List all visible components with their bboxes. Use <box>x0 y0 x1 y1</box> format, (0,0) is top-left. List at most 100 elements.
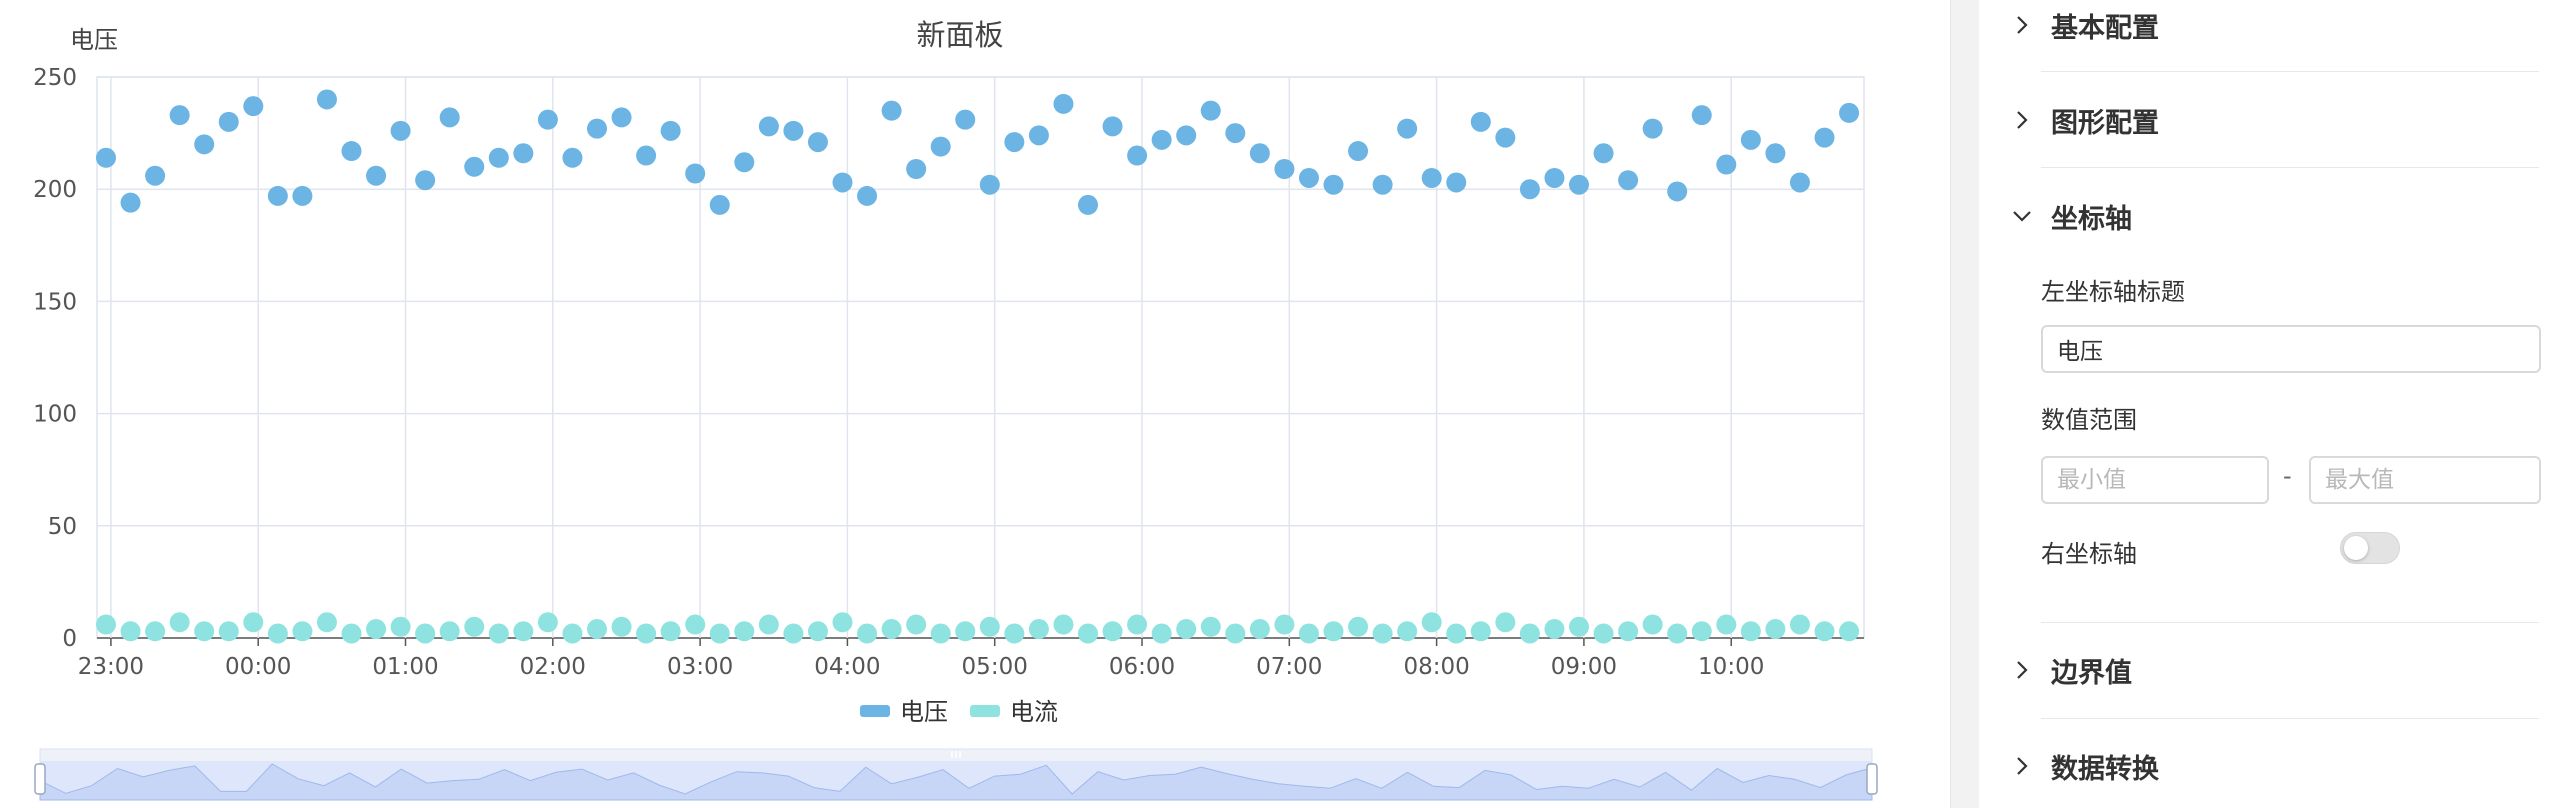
current-point <box>1593 623 1614 644</box>
voltage-point <box>881 100 902 121</box>
current-point <box>955 621 976 642</box>
left-axis-title-input[interactable] <box>2041 325 2541 373</box>
current-point <box>1028 619 1049 640</box>
chevron-right-icon <box>2017 757 2028 775</box>
current-point <box>194 621 215 642</box>
voltage-point <box>1200 100 1221 121</box>
voltage-point <box>1765 143 1786 164</box>
voltage-point <box>415 170 436 191</box>
current-point <box>1544 619 1565 640</box>
voltage-point <box>1225 123 1246 144</box>
voltage-point <box>194 134 215 155</box>
voltage-point <box>685 163 706 184</box>
voltage-point <box>906 159 927 180</box>
voltage-point <box>709 194 730 215</box>
voltage-point <box>1667 181 1688 202</box>
voltage-point <box>218 111 239 132</box>
chevron-right-icon <box>2017 661 2028 679</box>
section-data-transform[interactable]: 数据转换 <box>2009 741 2539 791</box>
current-point <box>1397 621 1418 642</box>
voltage-point <box>1421 167 1442 188</box>
voltage-point <box>1397 118 1418 139</box>
voltage-point <box>1446 172 1467 193</box>
current-point <box>1470 621 1491 642</box>
current-point <box>807 621 828 642</box>
current-point <box>1691 621 1712 642</box>
voltage-point <box>832 172 853 193</box>
right-axis-toggle[interactable] <box>2340 532 2400 564</box>
left-axis-title-label: 左坐标轴标题 <box>2041 278 2185 306</box>
current-point <box>1789 614 1810 635</box>
current-point <box>1519 623 1540 644</box>
current-point <box>832 612 853 633</box>
zoom-handle-right[interactable] <box>1866 763 1878 795</box>
current-point <box>881 619 902 640</box>
current-point <box>1225 623 1246 644</box>
voltage-point <box>145 165 166 186</box>
y-tick-label: 200 <box>33 177 77 203</box>
y-tick-label: 250 <box>33 65 77 91</box>
current-point <box>292 621 313 642</box>
x-tick-label: 10:00 <box>1698 654 1764 680</box>
value-range-label: 数值范围 <box>2041 406 2137 434</box>
current-point <box>1249 619 1270 640</box>
voltage-point <box>1249 143 1270 164</box>
current-point <box>1102 621 1123 642</box>
voltage-point <box>1004 132 1025 153</box>
current-point <box>1740 621 1761 642</box>
voltage-point <box>267 185 288 206</box>
current-point <box>930 623 951 644</box>
voltage-point <box>1839 102 1860 123</box>
section-basic-config[interactable]: 基本配置 <box>2009 0 2539 50</box>
voltage-point <box>562 147 583 168</box>
current-point <box>1446 623 1467 644</box>
voltage-point <box>1176 125 1197 146</box>
config-panel: 基本配置 图形配置 坐标轴 左坐标轴标题 数值范围 - 右坐标轴 边界值 数据转… <box>1979 0 2576 808</box>
current-point <box>1200 616 1221 637</box>
y-tick-label: 50 <box>48 514 77 540</box>
section-boundary[interactable]: 边界值 <box>2009 645 2539 695</box>
current-point <box>169 612 190 633</box>
section-label: 边界值 <box>2051 657 2132 689</box>
section-axis[interactable]: 坐标轴 <box>2009 191 2539 241</box>
voltage-point <box>1323 174 1344 195</box>
divider <box>2041 622 2539 623</box>
divider <box>2041 718 2539 719</box>
voltage-point <box>1789 172 1810 193</box>
y-tick-label: 0 <box>62 626 77 652</box>
current-point <box>439 621 460 642</box>
voltage-point <box>96 147 116 168</box>
current-point <box>734 621 755 642</box>
x-tick-label: 09:00 <box>1551 654 1617 680</box>
current-point <box>120 621 141 642</box>
current-point <box>1127 614 1148 635</box>
current-point <box>1151 623 1172 644</box>
current-point <box>1053 614 1074 635</box>
panel-divider[interactable] <box>1950 0 1980 808</box>
voltage-point <box>1053 93 1074 114</box>
legend-swatch <box>860 705 890 717</box>
divider <box>2041 71 2539 72</box>
legend-swatch <box>970 705 1000 717</box>
current-point <box>1078 623 1098 644</box>
x-tick-label: 00:00 <box>225 654 291 680</box>
x-tick-label: 07:00 <box>1256 654 1322 680</box>
voltage-point <box>292 185 313 206</box>
current-point <box>758 614 779 635</box>
current-point <box>1667 623 1688 644</box>
range-max-input[interactable] <box>2309 456 2541 504</box>
current-point <box>390 616 411 637</box>
voltage-point <box>1470 111 1491 132</box>
voltage-point <box>341 141 362 162</box>
current-point <box>1004 623 1025 644</box>
voltage-point <box>1372 174 1393 195</box>
range-min-input[interactable] <box>2041 456 2269 504</box>
current-point <box>513 621 534 642</box>
voltage-point <box>1348 141 1369 162</box>
x-tick-label: 05:00 <box>962 654 1028 680</box>
voltage-point <box>587 118 607 139</box>
section-graph-config[interactable]: 图形配置 <box>2009 95 2539 145</box>
zoom-handle-left[interactable] <box>34 763 46 795</box>
voltage-point <box>1814 127 1835 148</box>
x-tick-label: 06:00 <box>1109 654 1175 680</box>
